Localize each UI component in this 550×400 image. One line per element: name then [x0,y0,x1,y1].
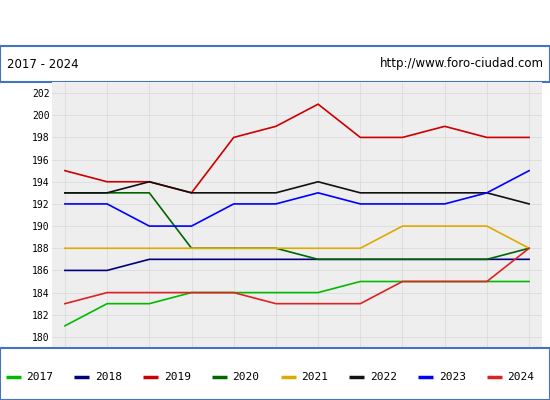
Text: 2024: 2024 [507,372,535,382]
Text: 2018: 2018 [95,372,122,382]
Text: 2017: 2017 [26,372,53,382]
Text: 2023: 2023 [439,372,466,382]
Text: 2020: 2020 [233,372,260,382]
Text: http://www.foro-ciudad.com: http://www.foro-ciudad.com [379,58,543,70]
Text: 2019: 2019 [164,372,191,382]
Text: 2021: 2021 [301,372,328,382]
Text: Evolucion num de emigrantes en Láujar de Andarax: Evolucion num de emigrantes en Láujar de… [65,14,485,32]
Text: 2022: 2022 [370,372,397,382]
Text: 2017 - 2024: 2017 - 2024 [7,58,78,70]
